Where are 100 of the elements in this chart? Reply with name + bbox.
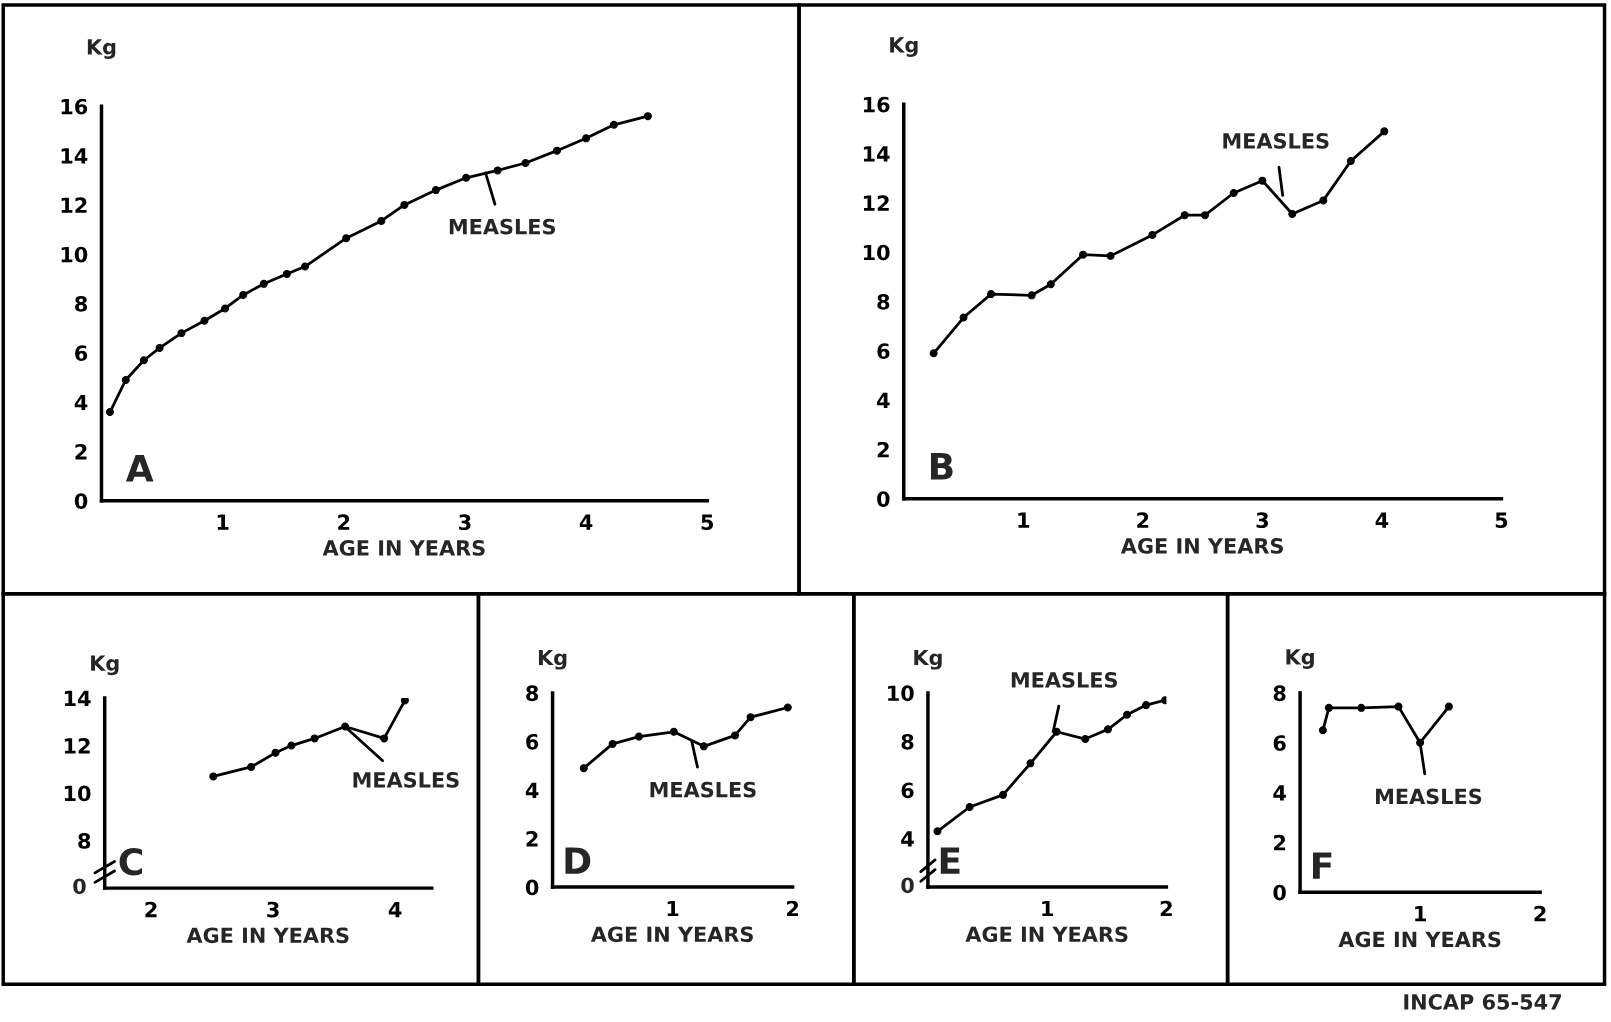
y-tick-label: 4 xyxy=(877,392,890,409)
point xyxy=(139,356,148,365)
point xyxy=(746,713,755,722)
point xyxy=(239,290,248,299)
point xyxy=(155,343,164,352)
x-tick-label: 2 xyxy=(338,514,350,530)
point xyxy=(105,408,114,417)
x-tick-label: 4 xyxy=(388,901,402,918)
y-tick-label: 8 xyxy=(526,685,539,702)
point xyxy=(200,316,209,325)
x-tick-label: 3 xyxy=(1256,512,1268,529)
x-tick-label: 3 xyxy=(459,514,471,531)
point xyxy=(1180,211,1189,220)
annotation: B xyxy=(931,453,953,480)
y-tick-label: 2 xyxy=(75,443,87,460)
point xyxy=(1079,250,1088,259)
point xyxy=(1346,156,1355,165)
annotation: A xyxy=(125,455,154,482)
y-tick-label: 0 xyxy=(74,493,88,509)
point xyxy=(287,741,296,750)
point xyxy=(1103,725,1112,734)
y-tick-label: 2 xyxy=(526,831,538,847)
point xyxy=(987,290,996,299)
y-tick-label: 16 xyxy=(61,98,88,115)
point xyxy=(699,742,708,751)
point xyxy=(177,329,186,338)
point xyxy=(377,216,386,225)
point xyxy=(579,764,588,773)
y-axis-title: Kg xyxy=(91,655,119,676)
point xyxy=(400,200,409,209)
point xyxy=(431,186,440,195)
x-tick-label: 1 xyxy=(1415,906,1426,922)
y-tick-label: 8 xyxy=(75,295,88,312)
y-axis-title: Kg xyxy=(87,39,116,59)
point xyxy=(635,732,643,741)
point xyxy=(1380,127,1389,136)
x-axis-title: AGE IN YEARS xyxy=(590,926,753,943)
annotation: E xyxy=(940,847,960,874)
point xyxy=(521,159,530,167)
point xyxy=(783,703,792,712)
x-axis-title: AGE IN YEARS xyxy=(965,926,1128,943)
x-tick-label: 3 xyxy=(267,901,279,918)
y-axis-title: Kg xyxy=(890,37,918,57)
y-tick-label: 8 xyxy=(78,833,91,849)
y-tick-label: 8 xyxy=(877,293,890,310)
y-tick-label: 6 xyxy=(901,782,914,799)
point xyxy=(1394,702,1403,711)
point xyxy=(1106,251,1115,260)
y-tick-label: 6 xyxy=(526,733,539,750)
point xyxy=(247,762,256,771)
point xyxy=(731,731,739,740)
y-tick-label: 0 xyxy=(525,879,539,896)
point xyxy=(209,772,218,781)
point xyxy=(462,173,471,182)
point xyxy=(1123,710,1132,719)
point xyxy=(1046,280,1055,289)
annotation: MEASLES xyxy=(1376,788,1482,805)
point xyxy=(271,748,280,757)
text: INCAP 65-547 xyxy=(1404,994,1562,1010)
y-tick-label: 6 xyxy=(75,345,88,362)
y-tick-label: 14 xyxy=(64,690,91,706)
y-tick-label: 6 xyxy=(877,343,890,360)
x-tick-label: 2 xyxy=(1534,905,1546,922)
y-tick-label: 12 xyxy=(61,197,87,213)
y-tick-label: 14 xyxy=(61,148,88,164)
point xyxy=(1229,189,1238,197)
y-tick-label: 10 xyxy=(888,685,914,702)
point xyxy=(959,313,968,322)
y-tick-label: 14 xyxy=(863,146,890,162)
y-axis-title: Kg xyxy=(1286,649,1314,669)
point xyxy=(400,698,409,705)
x-tick-label: 2 xyxy=(145,901,157,918)
y-tick-label: 4 xyxy=(901,831,914,847)
y-tick-label: 12 xyxy=(863,195,889,211)
y-tick-label: 12 xyxy=(64,738,90,754)
x-tick-label: 4 xyxy=(579,514,593,530)
x-tick-label: 4 xyxy=(1375,512,1389,528)
annotation: MEASLES xyxy=(1223,132,1329,149)
annotation: C xyxy=(119,848,142,876)
point xyxy=(1201,211,1209,220)
x-tick-label: 5 xyxy=(701,514,714,531)
y-axis-title: Kg xyxy=(538,649,567,670)
point xyxy=(965,803,974,811)
point xyxy=(282,269,291,278)
point xyxy=(1288,209,1297,218)
x-tick-label: 2 xyxy=(1160,900,1172,917)
y-tick-label: 8 xyxy=(901,733,914,750)
annotation: MEASLES xyxy=(650,781,756,798)
x-tick-label: 1 xyxy=(1018,512,1030,528)
x-tick-label: 2 xyxy=(787,900,799,917)
y-tick-label: 0 xyxy=(1273,884,1286,901)
point xyxy=(1142,701,1151,710)
x-axis-title: AGE IN YEARS xyxy=(186,927,349,944)
point xyxy=(1319,196,1328,205)
point xyxy=(1318,726,1327,735)
point xyxy=(609,120,618,129)
y-tick-label: 6 xyxy=(1273,735,1286,751)
y-tick-label: 16 xyxy=(863,96,890,113)
y-tick-label: 0 xyxy=(877,491,890,507)
x-axis-title: AGE IN YEARS xyxy=(1120,538,1283,554)
